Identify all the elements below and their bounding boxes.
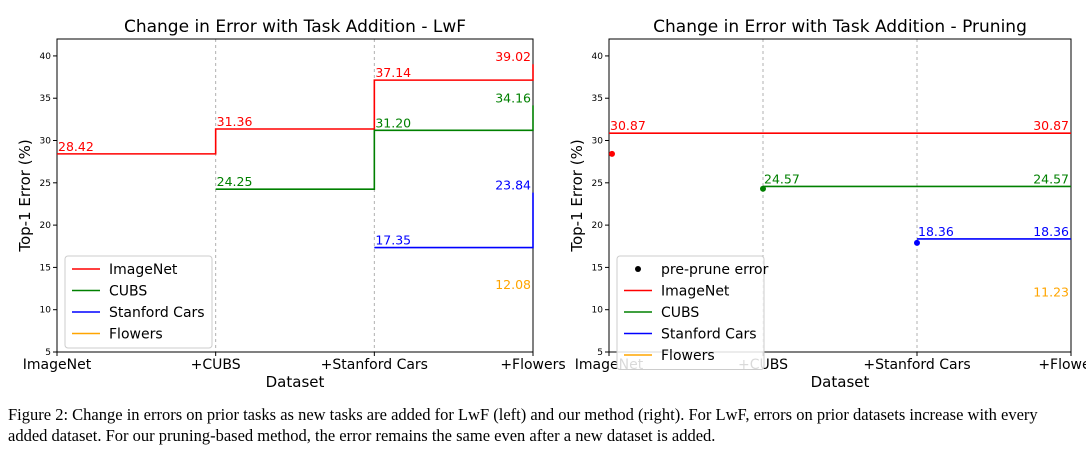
y-tick-label: 5 [45,348,51,358]
legend: ImageNet CUBS Stanford Cars Flowers [64,255,213,349]
data-label: 39.02 [495,49,531,64]
y-tick-label: 25 [592,179,603,189]
preprune-marker [609,150,615,157]
y-tick-label: 5 [597,348,603,358]
series-line-cubs [215,105,534,190]
y-tick-label: 15 [592,263,603,273]
data-label: 18.36 [1033,224,1069,239]
chart-title: Change in Error with Task Addition - Pru… [653,17,1027,37]
y-tick-label: 30 [40,137,52,147]
legend-label: Stanford Cars [109,305,205,321]
legend-label: ImageNet [109,262,178,278]
data-label: 31.20 [375,115,411,130]
series-line-stanford-cars [374,192,534,249]
chart-title: Change in Error with Task Addition - LwF [124,17,466,37]
legend: pre-prune error ImageNet CUBS Stanford Cars… [616,255,769,370]
legend-box [64,255,213,349]
x-tick-label: +Flowers [500,357,565,373]
legend-box [616,255,765,370]
data-label: 34.16 [495,90,531,105]
y-tick-label: 10 [592,306,604,316]
legend-label: CUBS [661,305,699,321]
figure-caption: Figure 2: Change in errors on prior task… [8,405,1038,445]
series-line-imagenet [57,64,534,155]
y-tick-label: 20 [592,221,604,231]
data-label: 30.87 [1033,118,1069,133]
x-tick-label: +Stanford Cars [321,357,428,373]
legend-label: Flowers [661,348,715,364]
y-tick-label: 35 [40,94,51,104]
legend-label: CUBS [109,284,147,300]
y-tick-label: 40 [40,52,52,62]
x-axis-label: Dataset [811,373,870,391]
y-tick-label: 25 [40,179,51,189]
data-label: 30.87 [610,118,646,133]
x-tick-label: +Stanford Cars [863,357,970,373]
legend-marker [635,266,641,272]
y-tick-label: 30 [592,137,604,147]
legend-label: Flowers [109,327,163,343]
y-tick-label: 20 [40,221,52,231]
y-axis-label: Top-1 Error (%) [568,139,586,252]
legend-label: Stanford Cars [661,327,757,343]
data-label: 37.14 [375,65,411,80]
preprune-marker [760,185,766,192]
chart-panel-2: Change in Error with Task Addition - Pru… [568,17,1086,391]
y-tick-label: 15 [40,263,51,273]
x-axis-label: Dataset [266,373,325,391]
data-label: 24.25 [217,174,253,189]
data-label: 28.42 [58,139,94,154]
y-axis-label: Top-1 Error (%) [16,139,34,252]
plot-frame [608,38,1072,353]
legend-label: ImageNet [661,284,730,300]
data-label: 31.36 [217,114,253,129]
data-label: 24.57 [1033,171,1069,186]
data-label: 24.57 [764,171,800,186]
legend-label: pre-prune error [661,262,769,278]
data-label: 12.08 [495,277,531,292]
data-label: 11.23 [1033,284,1069,299]
y-tick-label: 40 [592,52,604,62]
y-tick-label: 10 [40,306,52,316]
data-label: 17.35 [375,233,411,248]
data-label: 23.84 [495,178,531,193]
data-label: 18.36 [918,224,954,239]
x-tick-label: +Flowers [1038,357,1086,373]
chart-panel-1: Change in Error with Task Addition - LwF… [16,17,566,391]
x-tick-label: +CUBS [191,357,241,373]
y-tick-label: 35 [592,94,603,104]
preprune-marker [914,239,920,246]
x-tick-label: ImageNet [23,357,92,373]
